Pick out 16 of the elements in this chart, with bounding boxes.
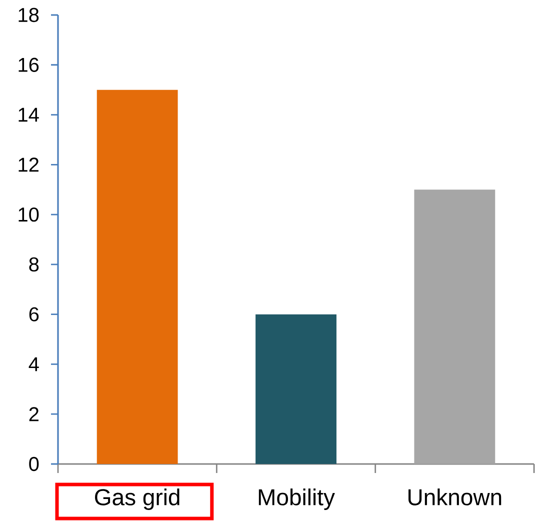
y-tick-label: 8 — [29, 257, 39, 272]
y-tick-label: 16 — [18, 58, 39, 72]
x-tick-label: Unknown — [408, 488, 502, 506]
bar — [414, 190, 496, 464]
x-tick-label: Mobility — [258, 488, 335, 510]
y-tick-label: 18 — [18, 8, 39, 22]
y-tick-label: 0 — [29, 456, 39, 472]
y-tick-label: 10 — [18, 207, 39, 222]
y-tick-label: 4 — [28, 357, 39, 372]
y-tick-label: 14 — [18, 108, 39, 122]
bar — [96, 90, 178, 464]
y-tick-label: 2 — [29, 407, 38, 422]
y-tick-label: 12 — [18, 158, 38, 172]
x-tick-label: Gas grid — [95, 488, 180, 510]
y-tick-label: 6 — [29, 307, 39, 322]
bar — [256, 314, 336, 464]
